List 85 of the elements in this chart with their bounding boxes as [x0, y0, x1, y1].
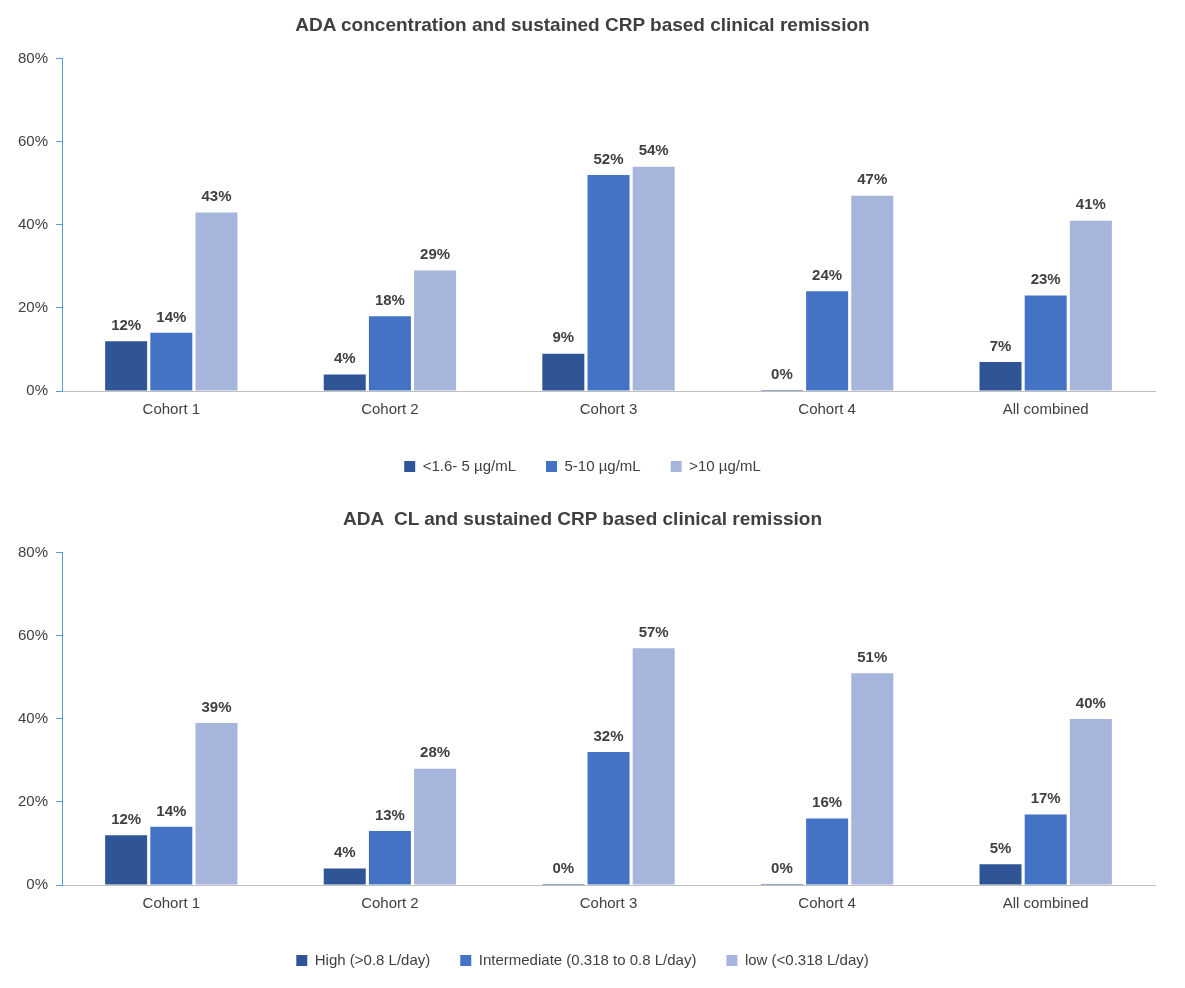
data-label: 0% — [771, 364, 793, 382]
data-label: 4% — [333, 349, 356, 367]
x-tick-label: Cohort 1 — [142, 894, 201, 912]
y-tick-label: 20% — [17, 792, 49, 810]
bar — [979, 864, 1022, 885]
y-tick-label: 60% — [17, 625, 49, 643]
data-label: 16% — [812, 793, 843, 811]
legend-label: low (<0.318 L/day) — [744, 950, 869, 968]
bar — [105, 341, 148, 391]
y-tick-label: 80% — [17, 542, 49, 560]
data-label: 47% — [857, 170, 888, 188]
data-label: 13% — [374, 805, 405, 823]
x-tick-label: Cohort 4 — [798, 400, 856, 418]
data-label: 32% — [593, 726, 624, 744]
x-tick-label: Cohort 2 — [361, 894, 419, 912]
bar — [195, 723, 238, 885]
data-label: 7% — [989, 336, 1012, 354]
bar — [150, 826, 193, 885]
y-tick-label: 0% — [26, 875, 49, 893]
data-label: 0% — [771, 858, 793, 876]
bar — [414, 768, 457, 885]
bar — [323, 374, 366, 391]
data-label: 12% — [111, 809, 142, 827]
bar — [1024, 814, 1067, 885]
bar — [368, 316, 411, 391]
y-tick-label: 40% — [17, 709, 49, 727]
legend-label: >10 µg/mL — [689, 456, 761, 474]
bar — [150, 332, 193, 391]
data-label: 17% — [1030, 789, 1061, 807]
legend-label: Intermediate (0.318 to 0.8 L/day) — [478, 950, 697, 968]
x-tick-label: Cohort 1 — [142, 400, 201, 418]
bar — [806, 818, 849, 885]
data-label: 12% — [111, 315, 142, 333]
data-label: 52% — [593, 149, 624, 167]
bar — [587, 752, 630, 885]
legend-label: <1.6- 5 µg/mL — [422, 456, 516, 474]
data-label: 14% — [156, 307, 187, 325]
bar — [1069, 220, 1112, 391]
x-tick-label: All combined — [1002, 894, 1089, 912]
data-label: 54% — [638, 141, 669, 159]
data-label: 29% — [420, 245, 451, 263]
bar — [414, 270, 457, 391]
bar — [105, 835, 148, 885]
x-tick-label: All combined — [1002, 400, 1089, 418]
data-label: 4% — [333, 843, 356, 861]
data-label: 43% — [201, 187, 232, 205]
bar — [806, 291, 849, 391]
data-label: 24% — [812, 265, 843, 283]
bar — [851, 673, 894, 885]
chart-title: ADA concentration and sustained CRP based clinical remission — [295, 13, 870, 35]
data-label: 39% — [201, 697, 232, 715]
data-label: 41% — [1075, 195, 1106, 213]
bar — [195, 212, 238, 391]
y-tick-label: 40% — [17, 215, 49, 233]
data-label: 9% — [552, 328, 575, 346]
bar — [979, 361, 1022, 391]
bar — [542, 353, 585, 391]
x-tick-label: Cohort 4 — [798, 894, 856, 912]
data-label: 51% — [857, 647, 888, 665]
bar — [1024, 295, 1067, 391]
bar — [632, 166, 675, 391]
y-tick-label: 0% — [26, 381, 49, 399]
y-tick-label: 20% — [17, 298, 49, 316]
bar — [587, 175, 630, 391]
data-label: 40% — [1075, 693, 1106, 711]
data-label: 14% — [156, 801, 187, 819]
data-label: 18% — [374, 290, 405, 308]
y-tick-label: 80% — [17, 48, 49, 66]
legend-label: High (>0.8 L/day) — [314, 950, 431, 968]
legend-label: 5-10 µg/mL — [564, 456, 641, 474]
bar — [851, 195, 894, 391]
y-tick-label: 60% — [17, 131, 49, 149]
data-label: 23% — [1030, 270, 1061, 288]
x-tick-label: Cohort 3 — [579, 400, 638, 418]
bar — [632, 648, 675, 885]
bar — [368, 831, 411, 885]
x-tick-label: Cohort 3 — [579, 894, 638, 912]
x-tick-label: Cohort 2 — [361, 400, 419, 418]
data-label: 57% — [638, 622, 669, 640]
chart-title: ADA CL and sustained CRP based clinical remission — [342, 507, 823, 529]
data-label: 28% — [420, 743, 451, 761]
data-label: 0% — [552, 858, 575, 876]
data-label: 5% — [989, 838, 1012, 856]
bar — [323, 868, 366, 885]
bar — [1069, 718, 1112, 885]
